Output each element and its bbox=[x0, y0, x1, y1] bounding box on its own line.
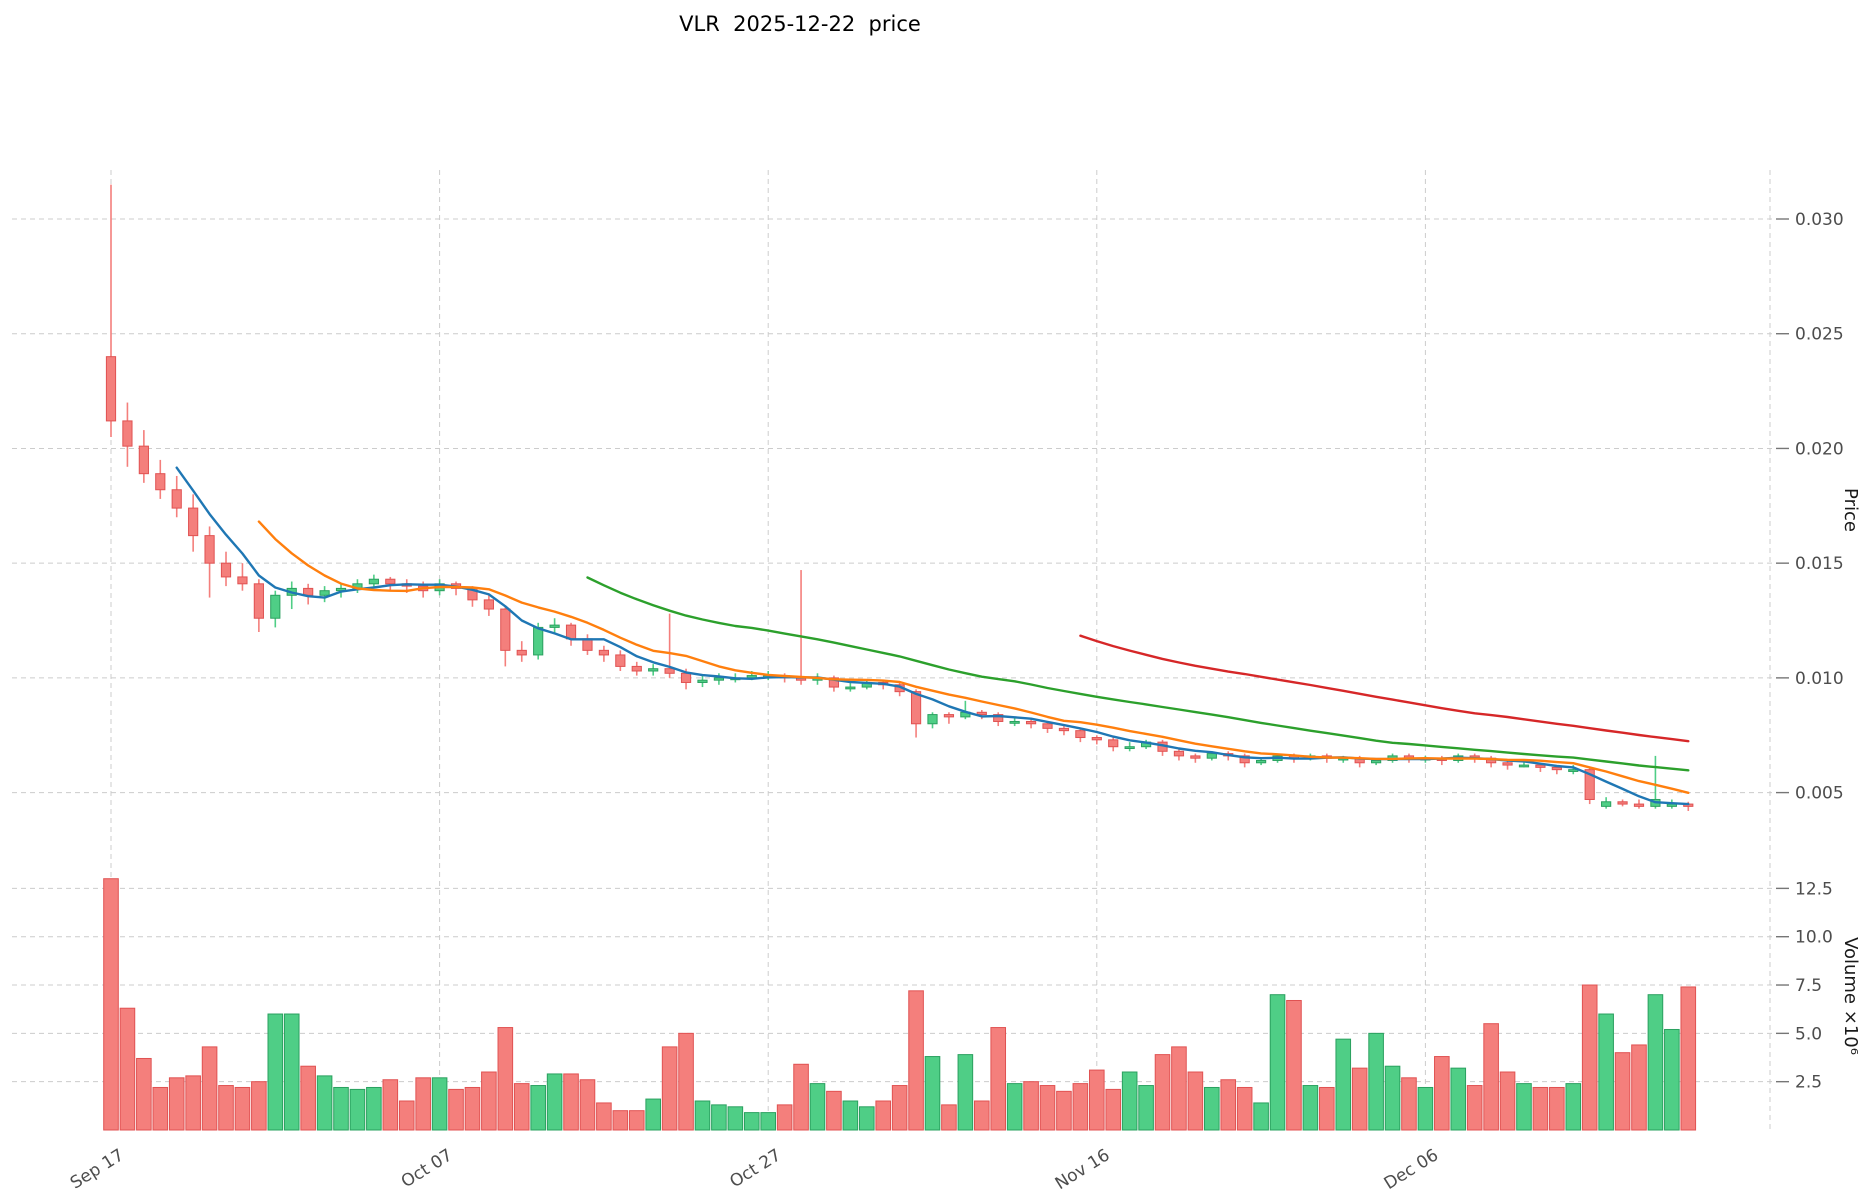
svg-text:5.0: 5.0 bbox=[1795, 1024, 1822, 1044]
svg-text:0.025: 0.025 bbox=[1795, 325, 1844, 345]
svg-text:2.5: 2.5 bbox=[1795, 1073, 1822, 1093]
svg-text:Oct 27: Oct 27 bbox=[726, 1145, 784, 1192]
svg-text:0.010: 0.010 bbox=[1795, 669, 1844, 689]
svg-text:Dec 06: Dec 06 bbox=[1381, 1145, 1442, 1194]
svg-text:Sep 17: Sep 17 bbox=[67, 1145, 128, 1193]
svg-text:Oct 07: Oct 07 bbox=[398, 1145, 456, 1192]
svg-text:12.5: 12.5 bbox=[1795, 879, 1833, 899]
svg-text:0.015: 0.015 bbox=[1795, 554, 1844, 574]
svg-text:0.020: 0.020 bbox=[1795, 439, 1844, 459]
svg-text:Nov 16: Nov 16 bbox=[1052, 1145, 1114, 1194]
svg-text:0.005: 0.005 bbox=[1795, 784, 1844, 804]
svg-text:0.030: 0.030 bbox=[1795, 210, 1844, 230]
svg-text:Price: Price bbox=[1840, 488, 1860, 532]
chart-title: VLR 2025-12-22 price bbox=[679, 12, 921, 36]
svg-text:Volume ×10⁶: Volume ×10⁶ bbox=[1840, 937, 1860, 1055]
svg-text:10.0: 10.0 bbox=[1795, 928, 1833, 948]
svg-text:7.5: 7.5 bbox=[1795, 976, 1822, 996]
